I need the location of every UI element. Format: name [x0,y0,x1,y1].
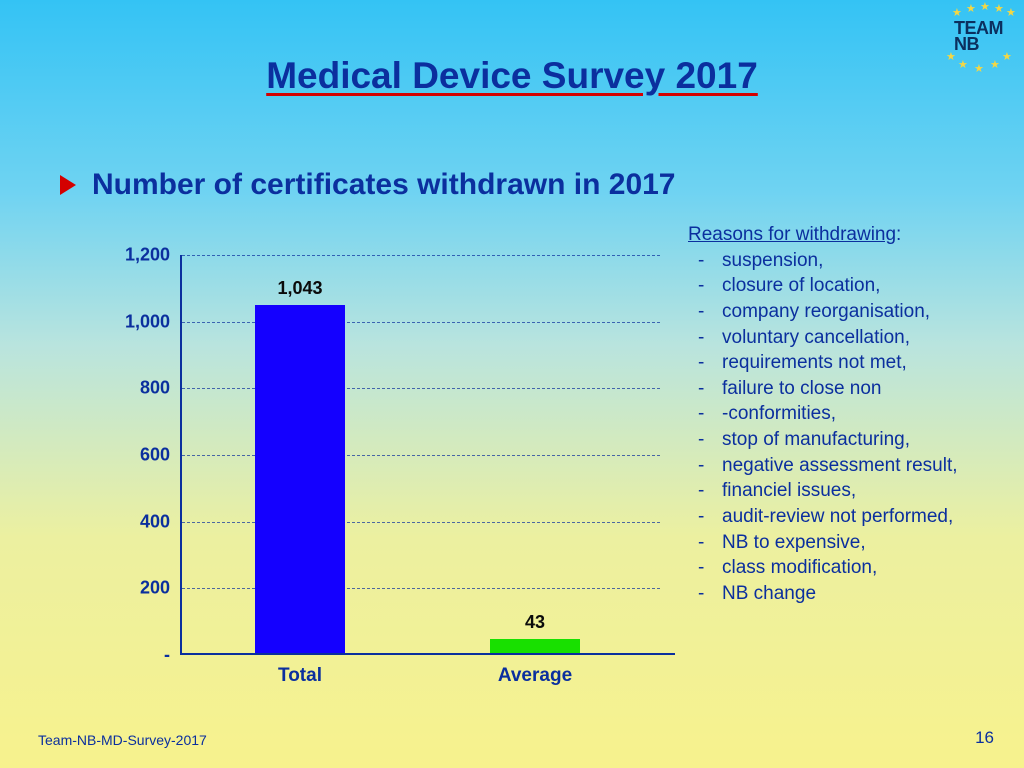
certificates-chart: -2004006008001,0001,200 1,04343 TotalAve… [115,255,675,695]
reason-text: failure to close non [722,376,882,402]
reason-dash: - [698,504,722,530]
reason-item: -suspension, [698,248,998,274]
chart-bar-value: 1,043 [277,278,322,299]
reason-item: --conformities, [698,401,998,427]
reason-dash: - [698,530,722,556]
reason-text: financiel issues, [722,478,856,504]
page-title: Medical Device Survey 2017 [0,0,1024,97]
chart-grid-line [182,455,660,456]
reasons-heading: Reasons for withdrawing [688,224,896,245]
chart-grid-line [182,522,660,523]
reason-item: -negative assessment result, [698,453,998,479]
reason-text: negative assessment result, [722,453,958,479]
reason-dash: - [698,273,722,299]
chart-y-tick-label: 800 [110,378,170,399]
chart-grid-line [182,322,660,323]
reasons-heading-line: Reasons for withdrawing: [688,222,998,248]
reason-text: closure of location, [722,273,880,299]
bullet-row: Number of certificates withdrawn in 2017 [60,168,676,202]
reason-text: voluntary cancellation, [722,325,910,351]
chart-x-tick-label: Total [278,665,322,687]
reason-item: -failure to close non [698,376,998,402]
chart-y-tick-label: - [110,645,170,666]
reason-item: -closure of location, [698,273,998,299]
reason-text: company reorganisation, [722,299,930,325]
reason-text: suspension, [722,248,823,274]
chart-grid-line [182,388,660,389]
reason-item: -audit-review not performed, [698,504,998,530]
reason-text: NB change [722,581,816,607]
reason-dash: - [698,453,722,479]
reasons-list: -suspension,-closure of location,-compan… [688,248,998,607]
team-nb-logo: ★ ★ ★ ★ ★ ★ ★ ★ ★ ★ TEAMNB [944,6,1014,66]
reason-dash: - [698,325,722,351]
chart-y-tick-label: 600 [110,445,170,466]
chart-grid-line [182,255,660,256]
reason-text: NB to expensive, [722,530,866,556]
chart-x-tick-label: Average [498,665,572,687]
reason-dash: - [698,427,722,453]
reason-dash: - [698,248,722,274]
reason-dash: - [698,350,722,376]
reason-item: -NB change [698,581,998,607]
reason-item: -voluntary cancellation, [698,325,998,351]
chart-y-tick-label: 1,200 [110,245,170,266]
reason-text: -conformities, [722,401,836,427]
chart-x-axis [180,653,675,655]
reason-item: -class modification, [698,555,998,581]
chart-y-tick-label: 200 [110,578,170,599]
chart-bar [255,305,345,653]
reason-text: audit-review not performed, [722,504,953,530]
reasons-box: Reasons for withdrawing: -suspension,-cl… [688,222,998,607]
page-number: 16 [975,728,994,748]
reason-dash: - [698,581,722,607]
reason-dash: - [698,555,722,581]
chart-grid-line [182,588,660,589]
reason-dash: - [698,376,722,402]
reason-text: requirements not met, [722,350,907,376]
chart-y-tick-label: 1,000 [110,311,170,332]
bullet-chevron-icon [60,175,76,195]
chart-y-tick-label: 400 [110,511,170,532]
reason-text: stop of manufacturing, [722,427,910,453]
slide: ★ ★ ★ ★ ★ ★ ★ ★ ★ ★ TEAMNB Medical Devic… [0,0,1024,768]
reason-item: -requirements not met, [698,350,998,376]
reason-text: class modification, [722,555,877,581]
reason-item: -company reorganisation, [698,299,998,325]
logo-text: TEAMNB [954,20,1003,52]
reason-item: -NB to expensive, [698,530,998,556]
reason-dash: - [698,478,722,504]
reason-item: -financiel issues, [698,478,998,504]
reason-item: -stop of manufacturing, [698,427,998,453]
chart-bar-value: 43 [525,612,545,633]
footer-left: Team-NB-MD-Survey-2017 [38,732,207,748]
reason-dash: - [698,401,722,427]
bullet-text: Number of certificates withdrawn in 2017 [92,168,676,202]
reason-dash: - [698,299,722,325]
chart-bar [490,639,580,653]
